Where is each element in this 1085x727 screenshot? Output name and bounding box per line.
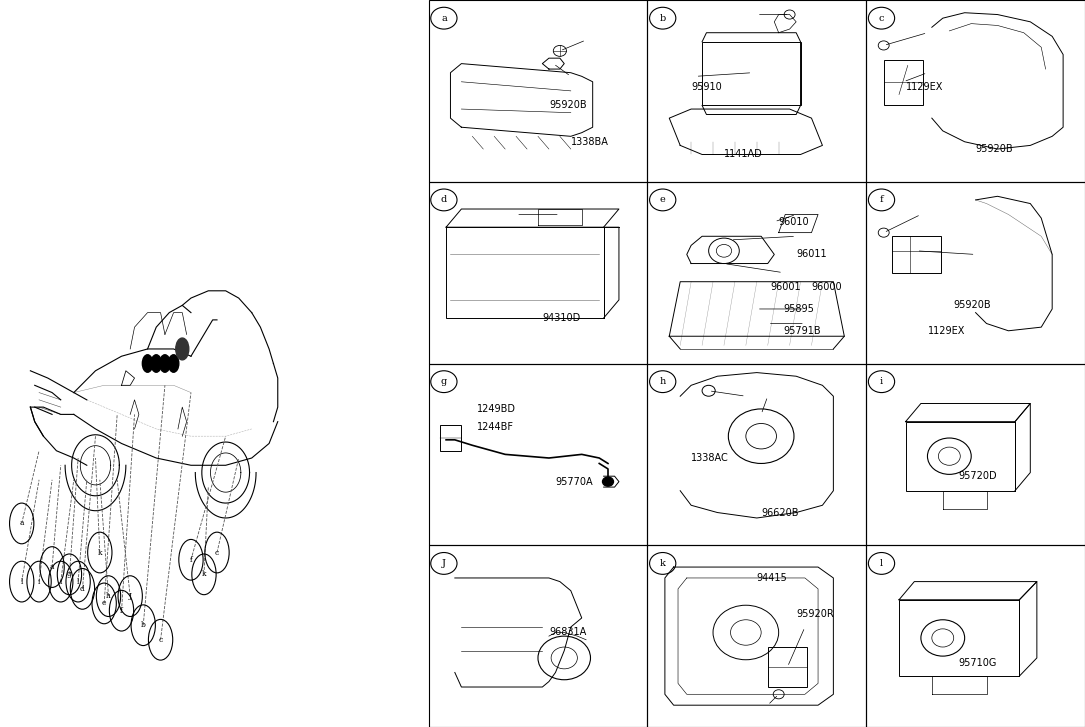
Text: g: g: [441, 377, 447, 386]
Text: 1129EX: 1129EX: [906, 82, 943, 92]
Text: k: k: [202, 570, 206, 579]
Text: h: h: [106, 592, 111, 601]
Text: 1244BF: 1244BF: [476, 422, 513, 432]
Text: b: b: [141, 621, 145, 630]
Text: 95920B: 95920B: [954, 300, 992, 310]
Text: 95920B: 95920B: [975, 144, 1013, 154]
Text: h: h: [660, 377, 666, 386]
Text: 95710G: 95710G: [958, 659, 996, 668]
Text: g: g: [67, 570, 72, 579]
Text: e: e: [660, 196, 665, 204]
Text: d: d: [80, 585, 85, 593]
Text: 96620B: 96620B: [762, 507, 799, 518]
Text: 1338AC: 1338AC: [691, 453, 729, 463]
Text: 95910: 95910: [691, 82, 722, 92]
Text: 1249BD: 1249BD: [476, 404, 515, 414]
Text: c: c: [158, 635, 163, 644]
Circle shape: [142, 355, 153, 372]
Text: 95720D: 95720D: [958, 471, 997, 481]
Text: d: d: [441, 196, 447, 204]
Text: 95920R: 95920R: [796, 609, 834, 619]
Text: i: i: [38, 577, 40, 586]
Text: e: e: [102, 599, 106, 608]
Text: J: J: [129, 592, 131, 601]
Text: 95791B: 95791B: [783, 326, 820, 336]
Text: 1129EX: 1129EX: [928, 326, 965, 336]
Text: 96001: 96001: [770, 282, 801, 292]
Text: f: f: [190, 555, 192, 564]
Text: 94310D: 94310D: [542, 313, 580, 323]
Text: 96831A: 96831A: [549, 627, 586, 638]
Text: a: a: [20, 519, 24, 528]
Circle shape: [602, 477, 613, 486]
Text: c: c: [215, 548, 219, 557]
Text: k: k: [98, 548, 102, 557]
Circle shape: [168, 355, 179, 372]
Text: 94415: 94415: [757, 573, 788, 583]
Circle shape: [151, 355, 162, 372]
Text: 1338BA: 1338BA: [571, 137, 609, 147]
Circle shape: [176, 338, 189, 360]
Text: J: J: [442, 559, 446, 568]
Text: 1141AD: 1141AD: [724, 150, 763, 159]
Text: 95920B: 95920B: [549, 100, 587, 111]
Text: 96010: 96010: [779, 217, 809, 227]
Text: f: f: [120, 606, 123, 615]
Text: 96011: 96011: [796, 249, 827, 260]
Text: c: c: [879, 14, 884, 23]
Text: l: l: [21, 577, 23, 586]
Text: a: a: [441, 14, 447, 23]
Text: f: f: [880, 196, 883, 204]
Text: b: b: [660, 14, 666, 23]
Text: 95770A: 95770A: [556, 477, 593, 486]
Text: i: i: [60, 577, 62, 586]
Text: k: k: [660, 559, 665, 568]
Text: 96000: 96000: [812, 282, 842, 292]
Text: i: i: [880, 377, 883, 386]
Circle shape: [159, 355, 170, 372]
Text: l: l: [77, 577, 79, 586]
Text: l: l: [880, 559, 883, 568]
Text: 95895: 95895: [783, 304, 814, 314]
Text: a: a: [50, 563, 54, 571]
